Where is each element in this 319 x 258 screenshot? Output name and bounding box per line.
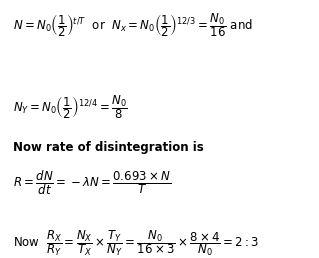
Text: $N_Y = N_0\left(\dfrac{1}{2}\right)^{12/4} = \dfrac{N_0}{8}$: $N_Y = N_0\left(\dfrac{1}{2}\right)^{12/… bbox=[13, 93, 128, 121]
Text: Now rate of disintegration is: Now rate of disintegration is bbox=[13, 141, 204, 154]
Text: Now  $\dfrac{R_X}{R_Y} = \dfrac{N_X}{T_X} \times \dfrac{T_Y}{N_Y} = \dfrac{N_0}{: Now $\dfrac{R_X}{R_Y} = \dfrac{N_X}{T_X}… bbox=[13, 228, 259, 258]
Text: $R = \dfrac{dN}{dt} = -\lambda N = \dfrac{0.693 \times N}{T}$: $R = \dfrac{dN}{dt} = -\lambda N = \dfra… bbox=[13, 169, 171, 197]
Text: $N = N_0\left(\dfrac{1}{2}\right)^{t/T}$  or  $N_x = N_0\left(\dfrac{1}{2}\right: $N = N_0\left(\dfrac{1}{2}\right)^{t/T}$… bbox=[13, 12, 253, 39]
